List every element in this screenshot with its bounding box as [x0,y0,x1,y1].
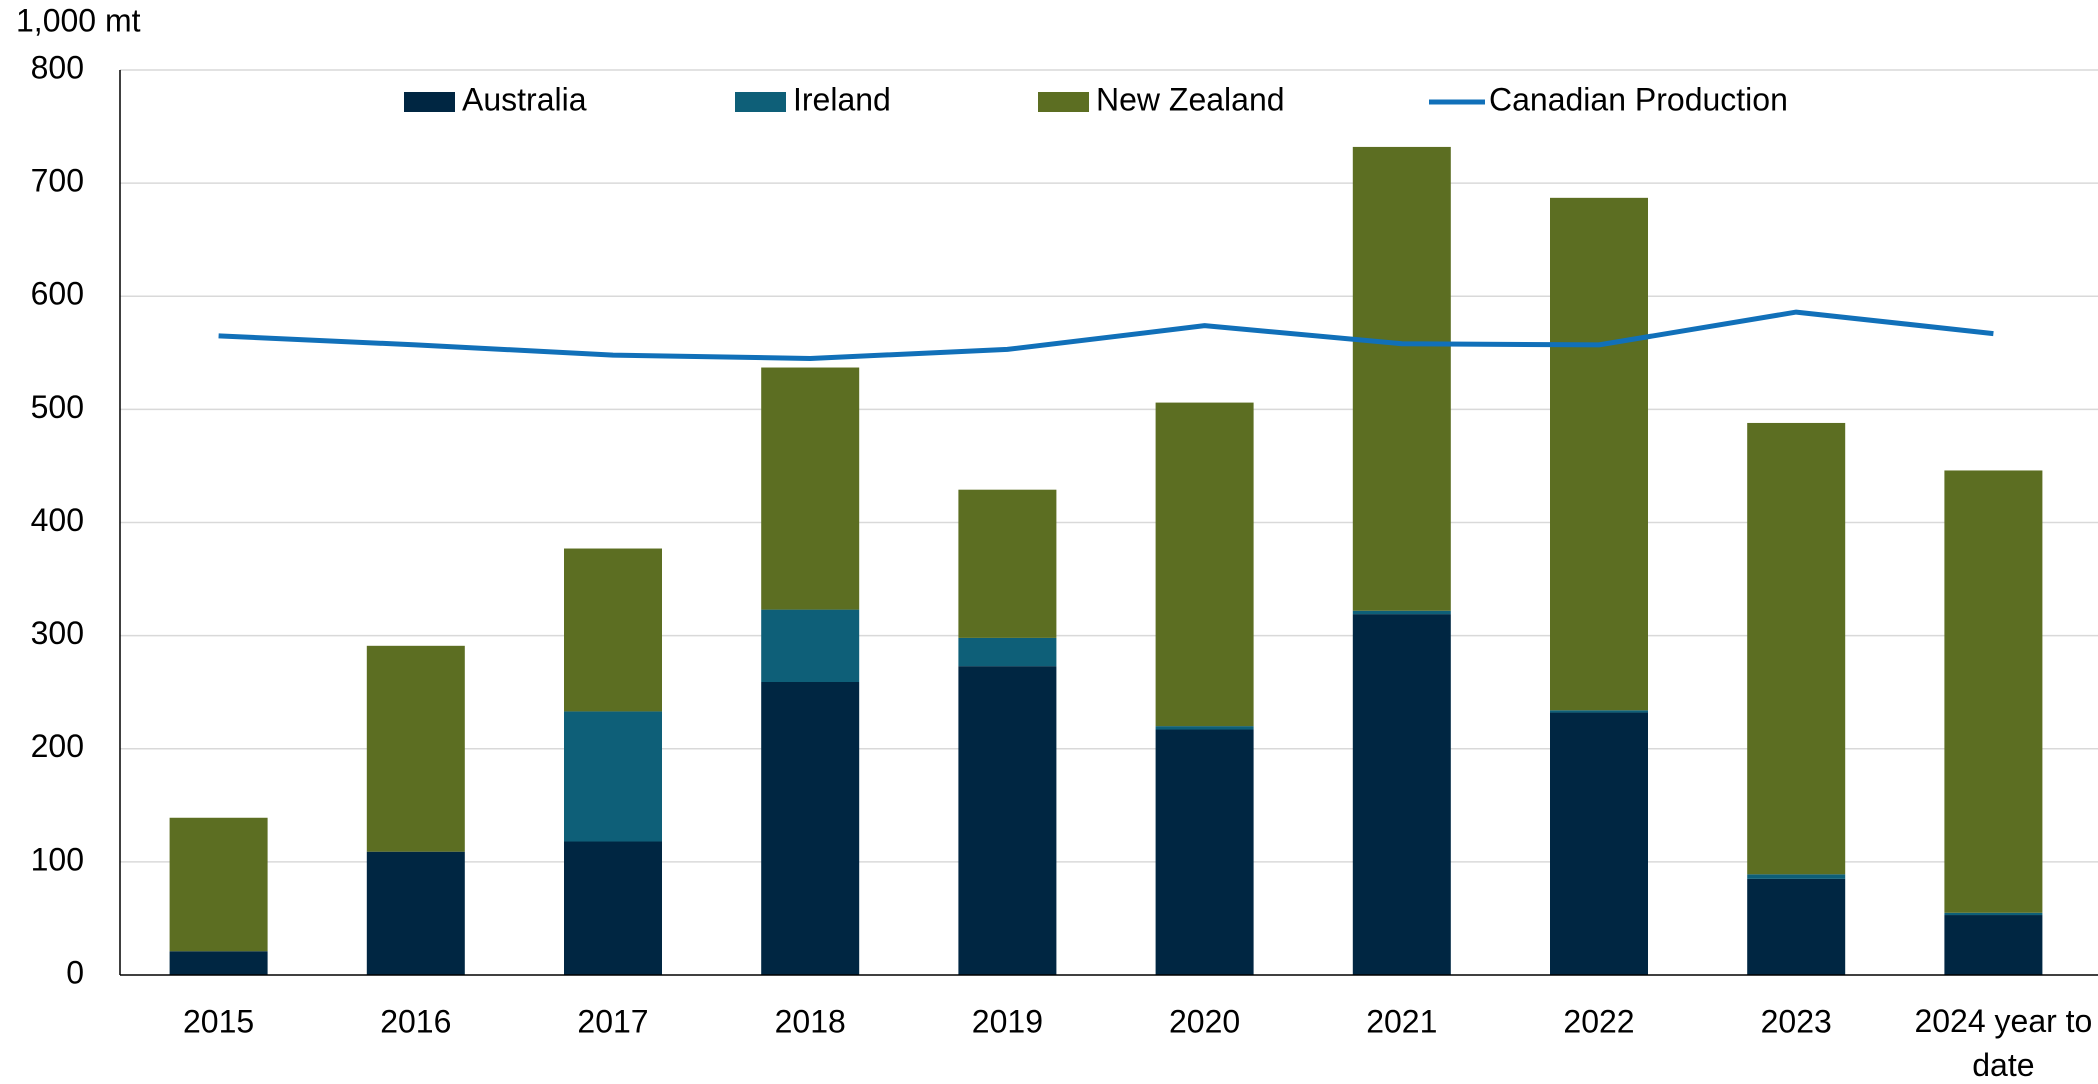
y-tick-label: 600 [31,276,84,312]
bar [1747,874,1846,879]
y-tick-label: 700 [31,163,84,199]
bar [1747,878,1846,975]
x-tick-label: 2021 [1366,1003,1437,1039]
bar [761,609,860,683]
x-tick-label: 2019 [972,1003,1043,1039]
legend-swatch [404,92,455,112]
legend-label: Australia [462,81,587,117]
bar [761,367,860,610]
y-tick-label: 200 [31,728,84,764]
x-tick-label: 2023 [1761,1003,1832,1039]
x-tick-label: 2016 [380,1003,451,1039]
bar [1155,402,1254,727]
bar [958,666,1057,975]
bar [169,817,268,952]
x-tick-label: 2015 [183,1003,254,1039]
bar [958,637,1057,667]
bar [1550,712,1648,975]
line [218,309,1994,361]
bar [1944,470,2043,913]
bar [1155,729,1254,975]
y-tick-label: 400 [31,502,84,538]
y-tick-label: 0 [66,954,84,990]
bar [366,645,465,852]
bar [169,951,268,975]
x-tick-label: 2020 [1169,1003,1240,1039]
x-tick-label: 2017 [577,1003,648,1039]
y-tick-label: 300 [31,615,84,651]
bar [1352,146,1451,611]
bar [564,548,662,712]
bar [564,841,662,975]
y-tick-label: 500 [31,389,84,425]
y-axis-label: 1,000 mt [16,2,141,38]
bar [1747,422,1846,875]
x-tick-label: 2022 [1563,1003,1634,1039]
x-tick-label: 2024 year to date [1914,1003,2092,1083]
legend-swatch [735,92,786,112]
x-tick-label-line: 2024 year to [1914,1003,2092,1039]
bar [1155,726,1254,730]
x-tick-label-line: date [1972,1047,2034,1083]
y-tick-label: 100 [31,841,84,877]
bar [1944,915,2043,975]
bar [1944,912,2043,916]
bar [761,682,860,975]
legend-swatch [1038,92,1089,112]
bar [1550,197,1648,711]
bar [1550,710,1648,713]
legend-label: Ireland [793,81,891,117]
bar [1352,610,1451,615]
bar [564,711,662,842]
bar [366,851,465,975]
legend-label: New Zealand [1096,81,1285,117]
legend-label: Canadian Production [1489,81,1788,117]
y-tick-label: 800 [31,49,84,85]
bar [958,489,1057,638]
x-tick-label: 2018 [775,1003,846,1039]
bar [1352,614,1451,975]
